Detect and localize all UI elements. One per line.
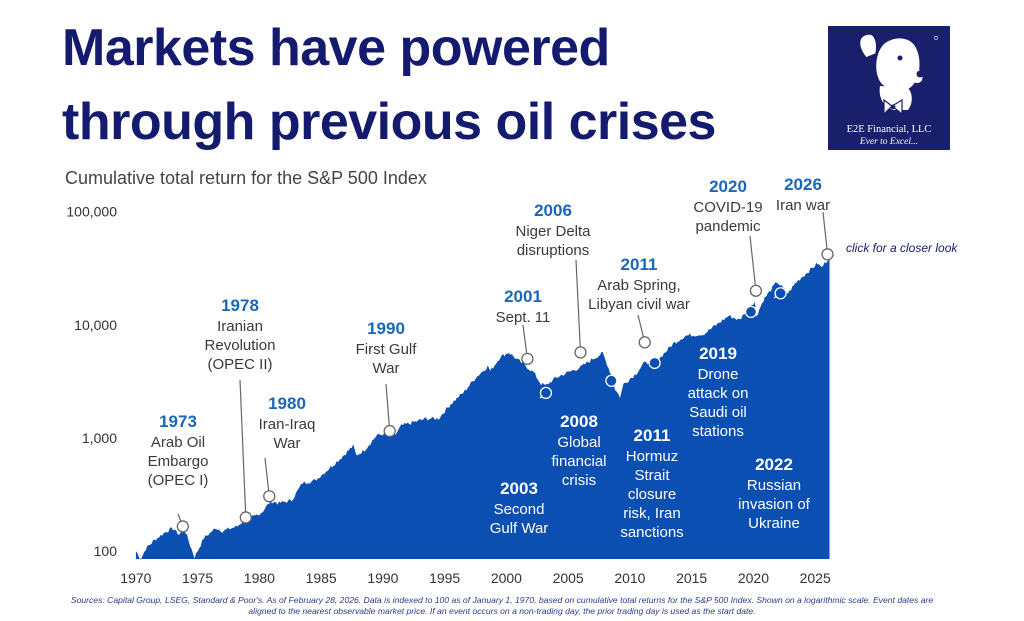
event-marker <box>263 490 276 503</box>
event-year-label: 1973 <box>159 412 197 431</box>
event-description-line: Global <box>557 434 600 451</box>
x-tick-label: 1985 <box>306 570 337 586</box>
x-tick-label: 1970 <box>120 570 151 586</box>
x-tick-label: 1975 <box>182 570 213 586</box>
event-description-line: First Gulf <box>356 341 418 358</box>
event-marker <box>383 424 396 438</box>
event-leader-line <box>239 379 247 518</box>
sources-footnote: Sources: Capital Group, LSEG, Standard &… <box>70 595 934 616</box>
event-year-label: 1990 <box>367 319 405 338</box>
x-tick-label: 2015 <box>676 570 707 586</box>
event-description-line: Hormuz <box>626 448 679 465</box>
x-tick-label: 2005 <box>553 570 584 586</box>
event-description-line: Niger Delta <box>515 223 591 240</box>
event-description-line: Sept. 11 <box>496 309 551 326</box>
event-description-line: Russian <box>747 477 801 494</box>
page-title-line-2: through previous oil crises <box>62 93 716 151</box>
event-description-line: Arab Oil <box>151 434 205 451</box>
event-description-line: Second <box>494 501 545 518</box>
event-description-line: crisis <box>562 472 596 489</box>
event-description-line: Libyan civil war <box>588 296 690 313</box>
event-description-line: Iranian <box>217 318 263 335</box>
event-leader-line <box>749 235 757 291</box>
event-description-line: War <box>373 360 400 377</box>
closer-look-link[interactable]: click for a closer look <box>846 241 958 255</box>
x-tick-label: 1990 <box>367 570 398 586</box>
event-description-line: invasion of <box>738 496 811 513</box>
sp500-area-series <box>135 257 830 560</box>
event-description-line: (OPEC II) <box>207 356 272 373</box>
event-description-line: Saudi oil <box>689 404 747 421</box>
event-marker <box>774 287 787 300</box>
event-description-line: Arab Spring, <box>597 277 680 294</box>
x-tick-label: 2010 <box>614 570 645 586</box>
event-year-label: 2020 <box>709 177 747 196</box>
event-marker <box>749 284 763 297</box>
event-marker <box>821 248 834 261</box>
event-description-line: Strait <box>634 467 670 484</box>
event-description-line: (OPEC I) <box>148 472 209 489</box>
x-tick-label: 1995 <box>429 570 460 586</box>
event-description-line: Revolution <box>205 337 276 354</box>
event-description-line: Drone <box>698 366 739 383</box>
event-marker <box>744 305 758 319</box>
event-year-label: 2011 <box>634 426 671 445</box>
event-description-line: financial <box>551 453 606 470</box>
logo-company-name: E2E Financial, LLC <box>846 124 932 135</box>
event-marker <box>638 336 651 349</box>
event-marker <box>605 374 618 387</box>
event-description-line: pandemic <box>695 218 761 235</box>
event-leader-line <box>264 457 270 497</box>
company-logo[interactable]: E2E Financial, LLC Ever to Excel... <box>828 26 950 150</box>
event-description-line: COVID-19 <box>693 199 762 216</box>
x-tick-label: 2020 <box>738 570 769 586</box>
chart-subtitle: Cumulative total return for the S&P 500 … <box>65 168 427 188</box>
event-year-label: 2003 <box>500 479 538 498</box>
event-description-line: attack on <box>688 385 749 402</box>
event-description-line: War <box>274 435 301 452</box>
event-leader-line <box>385 383 391 432</box>
event-description-line: Gulf War <box>490 520 549 537</box>
event-leader-line <box>575 259 582 353</box>
y-tick-label: 10,000 <box>74 317 117 333</box>
event-description-line: disruptions <box>517 242 590 259</box>
y-tick-label: 100,000 <box>66 204 117 220</box>
event-description-line: Ukraine <box>748 515 800 532</box>
event-description-line: risk, Iran <box>623 505 681 522</box>
event-description-line: closure <box>628 486 676 503</box>
event-year-label: 2006 <box>534 201 572 220</box>
event-description-line: Iran war <box>776 197 830 214</box>
event-marker <box>176 520 189 533</box>
event-description-line: Iran-Iraq <box>259 416 316 433</box>
event-year-label: 2001 <box>504 287 542 306</box>
event-marker <box>539 386 553 400</box>
event-description-line: stations <box>692 423 744 440</box>
event-year-label: 2026 <box>784 175 822 194</box>
x-tick-label: 2025 <box>800 570 831 586</box>
x-tick-label: 2000 <box>491 570 522 586</box>
event-year-label: 2022 <box>755 455 793 474</box>
event-marker <box>521 352 534 365</box>
logo-tagline: Ever to Excel... <box>859 137 919 147</box>
event-leader-line <box>822 211 829 255</box>
y-tick-label: 1,000 <box>82 430 117 446</box>
x-tick-label: 1980 <box>244 570 275 586</box>
event-description-line: Embargo <box>148 453 209 470</box>
y-tick-label: 100 <box>94 543 118 559</box>
event-year-label: 1980 <box>268 394 306 413</box>
event-marker <box>239 511 252 524</box>
event-marker <box>648 356 661 370</box>
event-year-label: 1978 <box>221 296 259 315</box>
event-year-label: 2008 <box>560 412 598 431</box>
event-year-label: 2011 <box>621 255 658 274</box>
event-year-label: 2019 <box>699 344 737 363</box>
dog-mascot-icon <box>858 33 938 116</box>
event-description-line: sanctions <box>620 524 683 541</box>
event-marker <box>574 346 587 359</box>
page-title-line-1: Markets have powered <box>62 19 610 77</box>
